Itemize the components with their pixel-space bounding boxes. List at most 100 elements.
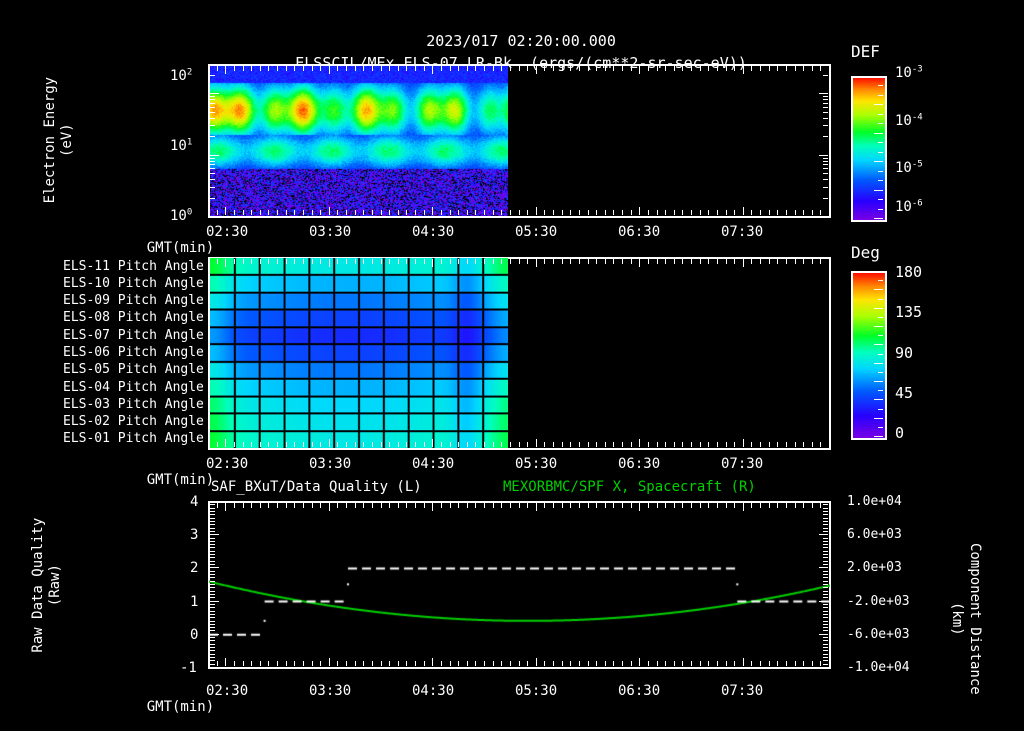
tick-mark: [510, 661, 511, 666]
tick-mark: [631, 442, 632, 447]
tick-mark: [823, 75, 828, 76]
tick-mark: [823, 164, 828, 165]
tick-mark: [303, 259, 304, 264]
tick-mark: [450, 259, 451, 264]
tick-mark: [823, 644, 828, 645]
tick-mark: [475, 661, 476, 666]
tick-mark: [225, 658, 226, 666]
tick-mark: [803, 661, 804, 666]
tick-mark: [415, 661, 416, 666]
tick-mark: [217, 210, 218, 215]
tick-mark: [777, 259, 778, 264]
tick-mark: [829, 259, 830, 264]
tick-mark: [691, 503, 692, 508]
tick-mark: [210, 96, 215, 97]
tick-mark: [874, 308, 883, 309]
tick-mark: [878, 142, 883, 143]
pitch-bottom-axis: [208, 448, 831, 450]
tick-mark: [682, 661, 683, 666]
tick-mark: [406, 259, 407, 264]
tick-mark: [467, 210, 468, 215]
tick-mark: [622, 661, 623, 666]
tick-mark: [579, 259, 580, 264]
tick-mark: [424, 442, 425, 447]
tick-mark: [717, 66, 718, 71]
tick-mark: [682, 66, 683, 71]
tick-mark: [210, 521, 215, 522]
tick-mark: [210, 524, 215, 525]
tick-mark: [406, 503, 407, 508]
tick-mark: [519, 66, 520, 71]
tick-mark: [210, 158, 215, 159]
orbit-xtick-1: 03:30: [309, 683, 352, 699]
tick-mark: [294, 503, 295, 508]
tick-mark: [665, 210, 666, 215]
tick-mark: [424, 210, 425, 215]
tick-mark: [874, 218, 883, 219]
tick-mark: [820, 259, 821, 264]
tick-mark: [432, 503, 433, 511]
def-colorbar-tick-0: 10-3: [895, 64, 923, 81]
tick-mark: [795, 259, 796, 264]
pitch-xtick-2: 04:30: [412, 456, 455, 472]
tick-mark: [475, 259, 476, 264]
tick-mark: [631, 259, 632, 264]
tick-mark: [320, 66, 321, 71]
tick-mark: [823, 640, 828, 641]
tick-mark: [613, 66, 614, 71]
tick-mark: [210, 627, 215, 628]
tick-mark: [823, 551, 828, 552]
tick-mark: [570, 259, 571, 264]
deg-colorbar-gradient: [851, 271, 887, 440]
pitch-row-label-9: ELS-09 Pitch Angle: [63, 293, 204, 309]
tick-mark: [562, 259, 563, 264]
tick-mark: [210, 508, 215, 509]
tick-mark: [268, 661, 269, 666]
tick-mark: [210, 187, 215, 188]
tick-mark: [823, 547, 828, 548]
tick-mark: [786, 442, 787, 447]
tick-mark: [708, 503, 709, 508]
tick-mark: [596, 210, 597, 215]
tick-mark: [622, 442, 623, 447]
tick-mark: [878, 335, 883, 336]
tick-mark: [210, 118, 215, 119]
tick-mark: [553, 442, 554, 447]
tick-mark: [363, 442, 364, 447]
tick-mark: [823, 577, 828, 578]
tick-mark: [823, 624, 828, 625]
tick-mark: [355, 503, 356, 508]
tick-mark: [389, 503, 390, 508]
tick-mark: [665, 503, 666, 508]
tick-mark: [734, 442, 735, 447]
tick-mark: [648, 661, 649, 666]
tick-mark: [441, 259, 442, 264]
tick-mark: [691, 442, 692, 447]
tick-mark: [823, 112, 828, 113]
tick-mark: [424, 503, 425, 508]
tick-mark: [708, 259, 709, 264]
tick-mark: [820, 661, 821, 666]
tick-mark: [268, 259, 269, 264]
tick-mark: [812, 210, 813, 215]
tick-mark: [823, 574, 828, 575]
tick-mark: [210, 528, 215, 529]
tick-mark: [874, 104, 883, 105]
orbit-traces: [209, 502, 830, 668]
tick-mark: [605, 210, 606, 215]
tick-mark: [596, 442, 597, 447]
tick-mark: [475, 442, 476, 447]
tick-mark: [329, 66, 330, 74]
tick-mark: [700, 442, 701, 447]
tick-mark: [294, 66, 295, 71]
tick-mark: [510, 442, 511, 447]
spectrogram-ytick-1: 100: [170, 207, 193, 224]
tick-mark: [823, 541, 828, 542]
tick-mark: [562, 661, 563, 666]
tick-mark: [312, 503, 313, 508]
tick-mark: [819, 534, 828, 535]
tick-mark: [450, 66, 451, 71]
tick-mark: [329, 439, 330, 447]
tick-mark: [665, 661, 666, 666]
tick-mark: [527, 66, 528, 71]
